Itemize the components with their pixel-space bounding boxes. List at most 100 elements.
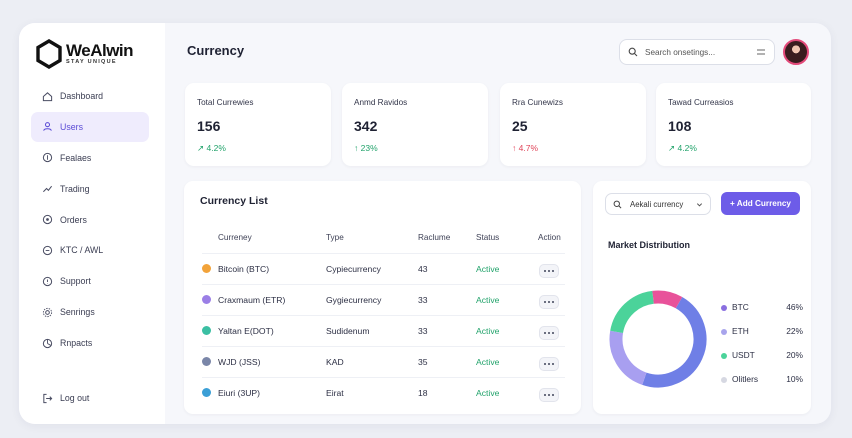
market-distribution-panel: Aekali currency + Add Currency Market Di…: [593, 181, 811, 414]
legend-item-usdt: USDT 20%: [721, 350, 803, 374]
stat-label: Total Currewies: [197, 98, 254, 107]
column-header-volume[interactable]: Raclume: [418, 233, 451, 242]
sidebar-item-settings[interactable]: Senrings: [31, 297, 149, 327]
sidebar-item-fealaes[interactable]: Fealaes: [31, 143, 149, 173]
currency-type: Cypiecurrency: [326, 264, 381, 274]
currency-name: Craxmaum (ETR): [218, 295, 286, 305]
currency-name: Bitcoin (BTC): [218, 264, 270, 274]
chevron-down-icon: [696, 202, 703, 206]
reports-icon: [42, 338, 53, 349]
legend-item-others: Olitlers 10%: [721, 374, 803, 398]
logout-icon: [42, 393, 53, 404]
gear-icon: [42, 307, 53, 318]
shield-icon: [42, 245, 53, 256]
home-icon: [42, 91, 53, 102]
legend-dot: [721, 305, 727, 311]
legend-value: 20%: [786, 350, 803, 360]
search-icon: [613, 200, 622, 208]
coin-icon: [42, 152, 53, 163]
table-row[interactable]: Bitcoin (BTC) Cypiecurrency 43 Active: [202, 253, 565, 284]
stat-value: 25: [512, 118, 528, 134]
legend-dot: [721, 329, 727, 335]
stat-delta-value: 23%: [360, 143, 378, 153]
row-actions-button[interactable]: [539, 357, 559, 371]
table-row[interactable]: Craxmaum (ETR) Gygiecurrency 33 Active: [202, 284, 565, 315]
sidebar-item-orders[interactable]: Orders: [31, 205, 149, 235]
sidebar-item-label: Fealaes: [60, 152, 92, 163]
page-title: Currency: [187, 43, 245, 58]
legend-item-btc: BTC 46%: [721, 302, 803, 326]
currency-select[interactable]: Aekali currency: [605, 193, 711, 215]
status-badge: Active: [476, 388, 500, 398]
status-badge: Active: [476, 264, 500, 274]
currency-list-panel: Currency List Curreney Type Raclume Stat…: [184, 181, 581, 414]
stat-value: 342: [354, 118, 378, 134]
sidebar-item-label: Support: [60, 276, 91, 287]
column-header-type[interactable]: Type: [326, 233, 344, 242]
column-header-status[interactable]: Status: [476, 233, 500, 242]
app-window: WeAlwin STAY UNIQUE Dashboard Users: [19, 23, 831, 424]
stat-label: Rra Cunewizs: [512, 98, 563, 107]
orders-icon: [42, 214, 53, 225]
arrow-up-icon: ↑: [354, 143, 359, 153]
legend-value: 22%: [786, 326, 803, 336]
arrow-up-icon: ↗: [668, 143, 676, 153]
status-badge: Active: [476, 357, 500, 367]
currency-name: Yaltan E(DOT): [218, 326, 274, 336]
coin-icon: [202, 357, 211, 366]
currency-volume: 33: [418, 326, 428, 336]
logo: WeAlwin STAY UNIQUE: [35, 39, 134, 69]
row-actions-button[interactable]: [539, 388, 559, 402]
sidebar-item-label: KTC / AWL: [60, 245, 104, 256]
legend-item-eth: ETH 22%: [721, 326, 803, 350]
sidebar-item-label: Rnpacts: [60, 338, 93, 349]
sidebar: WeAlwin STAY UNIQUE Dashboard Users: [19, 23, 165, 424]
chart-legend: BTC 46% ETH 22% USDT 20% Olitlers 10%: [721, 302, 803, 398]
arrow-up-icon: ↗: [197, 143, 205, 153]
stat-delta: ↑ 23%: [354, 143, 378, 153]
legend-label: Olitlers: [732, 374, 759, 384]
currency-volume: 18: [418, 388, 428, 398]
currency-type: Sudidenum: [326, 326, 370, 336]
donut-slice-btc: [642, 297, 707, 388]
column-header-currency[interactable]: Curreney: [218, 233, 252, 242]
more-dots-icon: [543, 393, 546, 397]
legend-label: BTC: [732, 302, 749, 312]
stat-delta: ↑ 4.7%: [512, 143, 538, 153]
sidebar-item-dashboard[interactable]: Dashboard: [31, 81, 149, 111]
stat-value: 156: [197, 118, 221, 134]
table-row[interactable]: Eiuri (3UP) Eirat 18 Active: [202, 377, 565, 408]
row-actions-button[interactable]: [539, 295, 559, 309]
logout-button[interactable]: Log out: [31, 383, 149, 413]
logo-tagline: STAY UNIQUE: [66, 59, 117, 66]
sidebar-item-label: Senrings: [60, 307, 95, 318]
donut-slice-usdt: [610, 290, 655, 334]
currency-select-value: Aekali currency: [630, 199, 684, 209]
sidebar-item-reports[interactable]: Rnpacts: [31, 328, 149, 358]
currency-type: KAD: [326, 357, 344, 367]
row-actions-button[interactable]: [539, 264, 559, 278]
stat-delta: ↗ 4.2%: [197, 143, 226, 154]
currency-name: WJD (JSS): [218, 357, 261, 367]
table-row[interactable]: Yaltan E(DOT) Sudidenum 33 Active: [202, 315, 565, 346]
legend-label: USDT: [732, 350, 755, 360]
legend-label: ETH: [732, 326, 749, 336]
search-input[interactable]: Search onsetings...: [619, 39, 775, 65]
currency-volume: 35: [418, 357, 428, 367]
search-icon: [628, 47, 638, 57]
sidebar-item-label: Trading: [60, 183, 90, 194]
stat-delta-value: 4.7%: [518, 143, 538, 153]
sidebar-item-users[interactable]: Users: [31, 111, 149, 142]
legend-dot: [721, 353, 727, 359]
sidebar-item-support[interactable]: Support: [31, 266, 149, 296]
add-currency-button[interactable]: + Add Currency: [721, 192, 800, 215]
coin-icon: [202, 295, 211, 304]
table-row[interactable]: WJD (JSS) KAD 35 Active: [202, 346, 565, 377]
row-actions-button[interactable]: [539, 326, 559, 340]
sidebar-item-ktc-awl[interactable]: KTC / AWL: [31, 235, 149, 265]
currency-list-title: Currency List: [200, 195, 268, 207]
legend-value: 10%: [786, 374, 803, 384]
status-badge: Active: [476, 295, 500, 305]
sidebar-item-trading[interactable]: Trading: [31, 174, 149, 204]
avatar[interactable]: [783, 39, 809, 65]
